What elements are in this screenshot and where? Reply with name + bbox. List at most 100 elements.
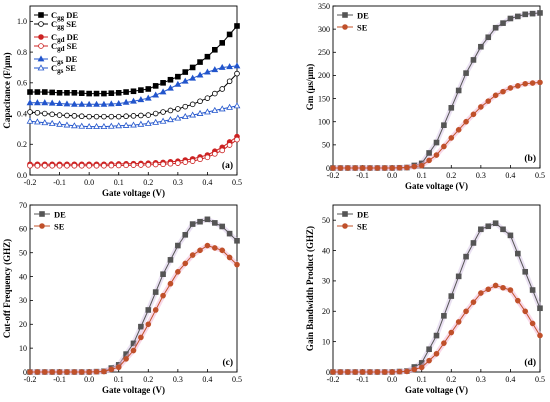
data-point <box>138 323 144 330</box>
data-point <box>63 100 71 107</box>
data-point <box>189 158 196 164</box>
data-point <box>352 165 358 171</box>
data-point <box>175 106 181 112</box>
data-point <box>175 160 181 166</box>
data-point <box>485 286 492 293</box>
data-point <box>212 46 218 53</box>
data-point <box>500 284 506 291</box>
data-point <box>56 90 63 96</box>
plot-frame <box>29 204 238 373</box>
data-point <box>115 122 123 129</box>
x-tick-label: 0.1 <box>114 178 124 187</box>
data-point <box>108 366 115 373</box>
data-point <box>86 162 92 169</box>
data-point <box>529 287 536 293</box>
legend-marker <box>38 43 44 49</box>
y-tick-label: 0.6 <box>17 79 27 88</box>
data-point <box>426 357 432 364</box>
legend-label: Cgg DE <box>51 10 78 22</box>
data-point <box>175 242 181 249</box>
y-tick-label: 1.0 <box>17 17 27 26</box>
data-point <box>507 85 514 91</box>
legend-marker <box>342 223 348 229</box>
x-tick-label: 0.0 <box>387 171 397 180</box>
data-point <box>41 119 49 126</box>
x-tick-label: 0.3 <box>476 375 486 384</box>
x-tick-label: -0.2 <box>24 178 37 187</box>
data-point <box>226 78 233 85</box>
data-point <box>426 346 432 353</box>
data-point <box>101 113 107 120</box>
data-point <box>189 252 196 258</box>
data-point <box>78 100 86 107</box>
x-tick-label: 0.4 <box>202 178 212 187</box>
data-point <box>433 350 440 357</box>
y-tick-label: 0 <box>326 164 330 173</box>
y-axis-label: Capacitance (F/μm) <box>2 52 12 128</box>
data-point <box>130 97 137 104</box>
data-point <box>500 20 506 26</box>
data-point <box>182 103 189 110</box>
x-tick-label: 0.4 <box>505 375 515 384</box>
data-point <box>529 10 536 17</box>
data-point <box>181 113 189 120</box>
data-point <box>404 164 410 171</box>
x-tick-label: 0.3 <box>173 178 183 187</box>
data-point <box>204 108 211 115</box>
data-point <box>41 89 48 95</box>
data-point <box>160 271 166 277</box>
data-point <box>204 216 211 223</box>
series-cgs-de <box>26 62 241 107</box>
data-point <box>152 110 159 117</box>
x-axis-label: Gate voltage (V) <box>102 188 165 198</box>
x-tick-label: -0.2 <box>24 375 37 384</box>
data-point <box>492 282 499 289</box>
x-tick-label: 0.2 <box>143 375 153 384</box>
x-tick-label: -0.2 <box>327 171 340 180</box>
data-point <box>160 161 166 168</box>
data-point <box>160 109 166 115</box>
data-point <box>330 369 336 375</box>
data-point <box>389 165 395 171</box>
plot-frame <box>332 5 541 169</box>
data-point <box>448 329 455 336</box>
legend-label: Cgd DE <box>51 32 79 44</box>
x-tick-label: 0.0 <box>84 178 94 187</box>
data-point <box>71 369 78 375</box>
data-point <box>455 319 462 325</box>
data-point <box>101 90 107 97</box>
data-point <box>204 95 211 101</box>
data-point <box>34 162 41 169</box>
data-point <box>182 260 189 267</box>
data-point <box>182 232 189 238</box>
data-point <box>441 122 447 128</box>
series-line <box>30 136 238 165</box>
data-point <box>537 332 543 339</box>
data-point <box>78 113 85 120</box>
series-cgg-se <box>27 70 240 120</box>
data-point <box>181 77 189 84</box>
x-tick-label: 0.5 <box>535 375 545 384</box>
data-point <box>107 100 115 107</box>
data-point <box>344 369 351 375</box>
data-point <box>359 369 366 375</box>
data-point <box>233 102 241 109</box>
y-tick-label: 0.0 <box>17 171 27 180</box>
data-point <box>71 162 78 169</box>
data-point <box>389 369 395 375</box>
series-se <box>330 282 543 375</box>
data-point <box>78 90 85 96</box>
data-point <box>56 112 63 118</box>
data-point <box>367 369 373 375</box>
legend-label: DE <box>357 11 369 21</box>
data-point <box>537 305 543 312</box>
data-point <box>137 96 145 103</box>
data-point <box>159 88 167 95</box>
data-point <box>367 165 373 171</box>
data-point <box>418 364 425 371</box>
data-point <box>426 157 432 164</box>
data-point <box>211 106 219 113</box>
data-point <box>49 89 55 96</box>
data-point <box>396 164 403 171</box>
